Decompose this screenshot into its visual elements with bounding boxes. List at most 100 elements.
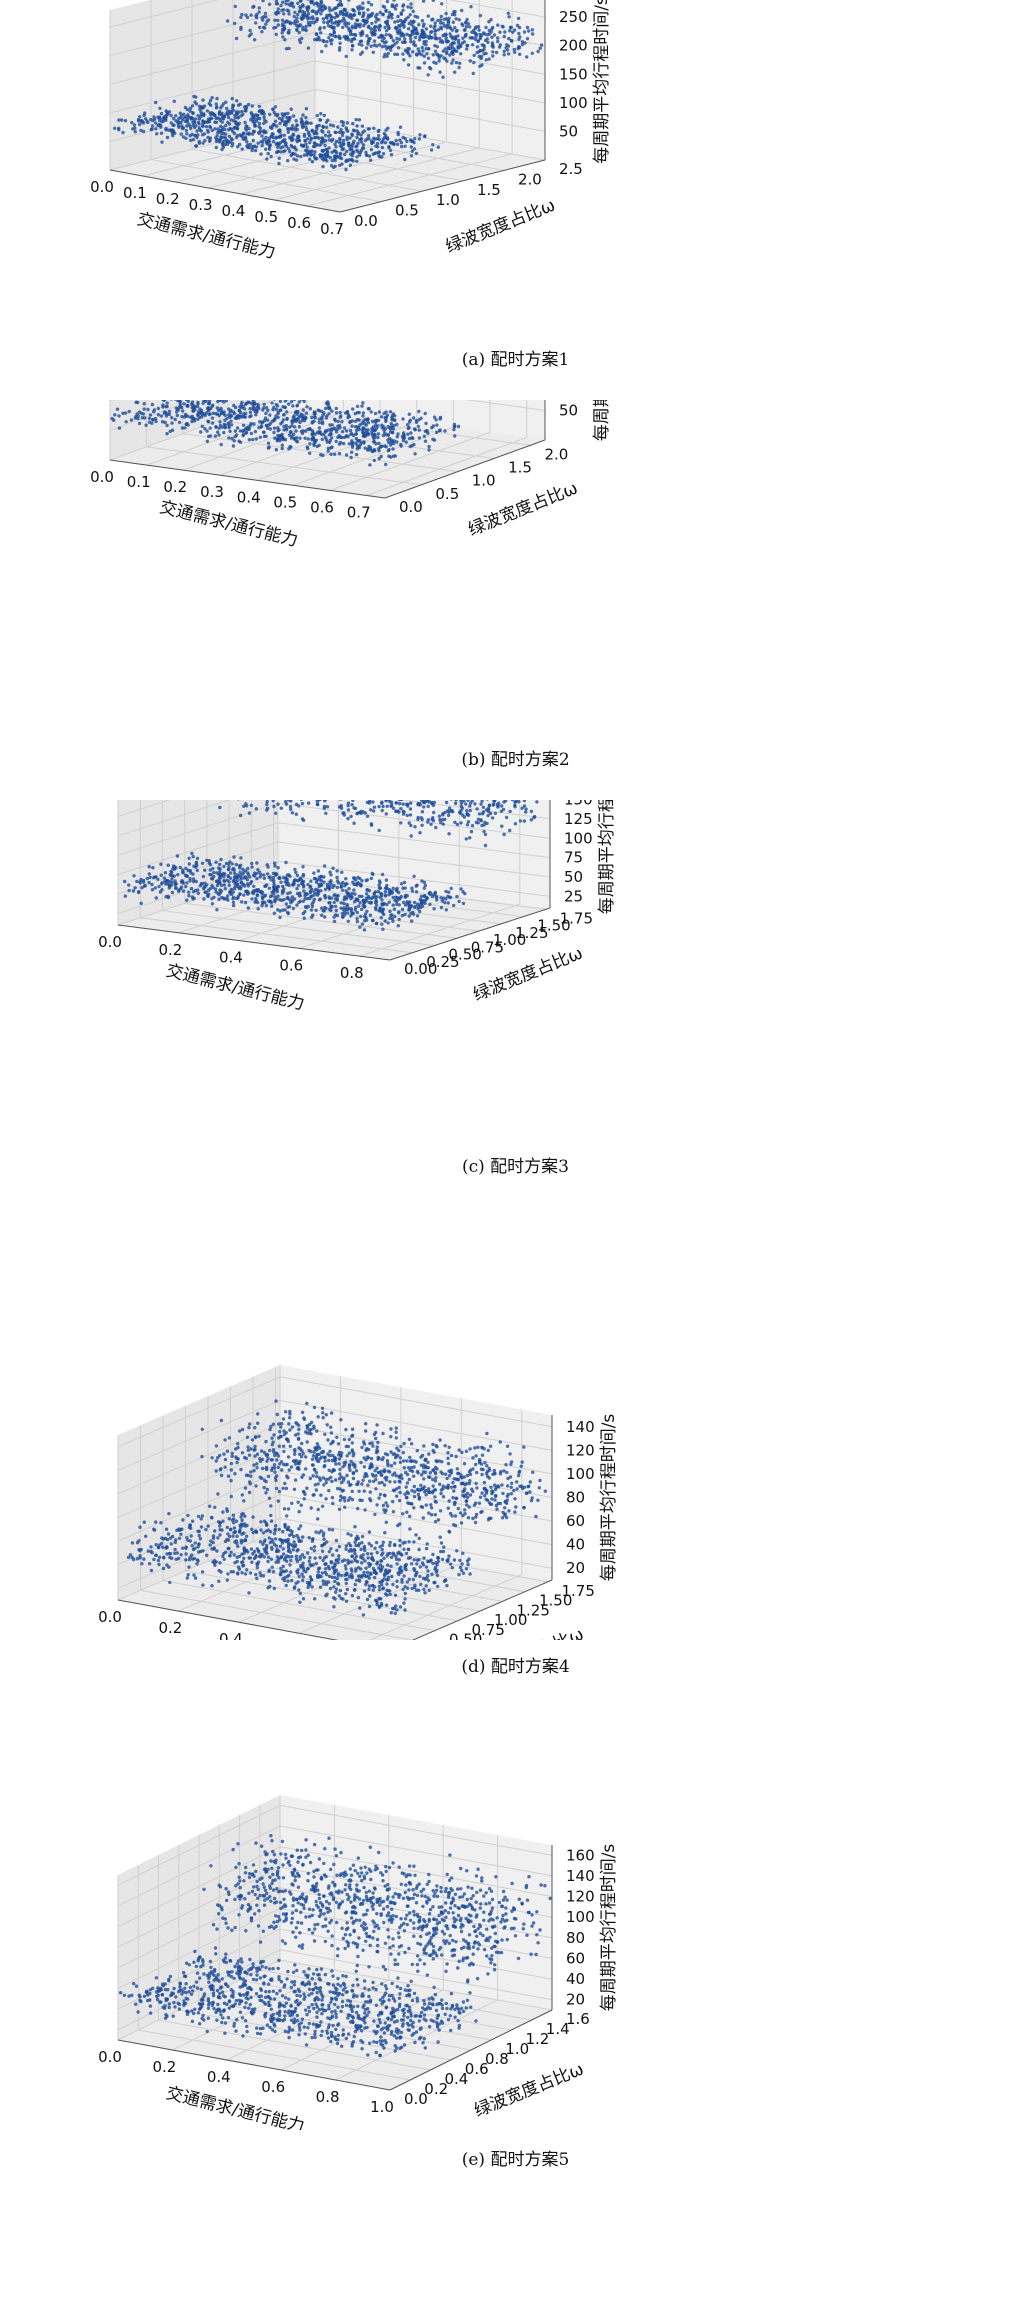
data-point	[322, 864, 327, 868]
data-point	[320, 420, 325, 424]
data-point	[230, 862, 234, 866]
data-point	[169, 113, 173, 118]
data-point	[435, 423, 439, 427]
data-point	[387, 454, 391, 458]
data-point	[348, 428, 353, 433]
data-point	[380, 145, 385, 150]
data-point	[195, 868, 199, 873]
data-point	[196, 891, 200, 895]
data-point	[420, 35, 424, 39]
data-point	[502, 34, 506, 39]
z-tick-label: 250	[559, 8, 588, 26]
data-point	[460, 800, 463, 801]
data-point	[205, 439, 209, 443]
data-point	[439, 54, 443, 58]
data-point	[211, 885, 215, 890]
data-point	[323, 157, 328, 162]
data-point	[359, 39, 364, 43]
data-point	[342, 906, 346, 910]
data-point	[410, 919, 414, 923]
data-point	[393, 418, 397, 422]
data-point	[444, 908, 448, 912]
data-point	[314, 887, 318, 892]
data-point	[391, 441, 396, 446]
data-point	[496, 36, 500, 40]
data-point	[170, 421, 174, 425]
data-point	[123, 879, 127, 884]
data-point	[328, 9, 332, 13]
data-point	[361, 430, 365, 435]
x-tick-label: 0.4	[221, 202, 245, 220]
data-point	[376, 890, 381, 894]
data-point	[359, 907, 364, 912]
data-point	[439, 14, 443, 19]
data-point	[424, 43, 428, 47]
data-point	[299, 154, 303, 159]
data-point	[527, 29, 531, 33]
data-point	[272, 888, 276, 892]
data-point	[410, 32, 414, 37]
data-point	[296, 1, 300, 5]
data-point	[204, 400, 208, 403]
data-point	[489, 30, 493, 34]
data-point	[354, 428, 359, 433]
data-point	[410, 886, 414, 890]
data-point	[265, 157, 269, 161]
data-point	[354, 25, 358, 29]
data-point	[383, 25, 387, 30]
data-point	[408, 138, 413, 142]
data-point	[471, 36, 475, 40]
data-point	[401, 21, 405, 25]
data-point	[393, 898, 397, 903]
data-point	[336, 879, 340, 883]
data-point	[390, 415, 394, 420]
data-point	[369, 147, 374, 152]
data-point	[358, 25, 362, 29]
data-point	[387, 26, 391, 31]
data-point	[271, 139, 276, 144]
data-point	[226, 874, 230, 878]
data-point	[374, 907, 378, 912]
data-point	[386, 921, 390, 925]
y-gridline	[191, 0, 423, 192]
data-point	[202, 887, 206, 891]
data-point	[300, 431, 305, 436]
data-point	[184, 422, 189, 426]
data-point	[252, 121, 257, 126]
data-point	[371, 434, 375, 438]
data-point	[293, 867, 297, 872]
data-point	[315, 1, 319, 5]
data-point	[305, 14, 309, 19]
data-point	[402, 34, 406, 38]
y-tick-label: 0.0	[399, 498, 423, 516]
data-point	[264, 135, 268, 140]
data-point	[254, 409, 259, 413]
data-point	[383, 44, 387, 48]
data-point	[381, 927, 385, 931]
data-point	[279, 880, 283, 884]
data-point	[386, 449, 391, 453]
data-point	[136, 890, 141, 895]
data-point	[449, 886, 453, 891]
data-point	[267, 145, 272, 149]
data-point	[189, 886, 194, 891]
data-point	[378, 10, 382, 15]
data-point	[257, 121, 262, 126]
data-point	[234, 135, 239, 139]
data-point	[333, 158, 337, 163]
data-point	[169, 121, 173, 125]
data-point	[330, 139, 334, 143]
data-point	[233, 434, 237, 439]
data-point	[498, 43, 502, 47]
data-point	[300, 418, 304, 423]
data-point	[315, 143, 320, 147]
data-point	[285, 416, 289, 421]
data-point	[191, 138, 196, 142]
data-point	[347, 892, 351, 896]
data-point	[230, 436, 234, 441]
data-point	[380, 155, 384, 159]
data-point	[201, 124, 205, 128]
data-point	[127, 409, 131, 414]
z-tick-label: 150	[559, 65, 588, 83]
data-point	[358, 925, 362, 929]
